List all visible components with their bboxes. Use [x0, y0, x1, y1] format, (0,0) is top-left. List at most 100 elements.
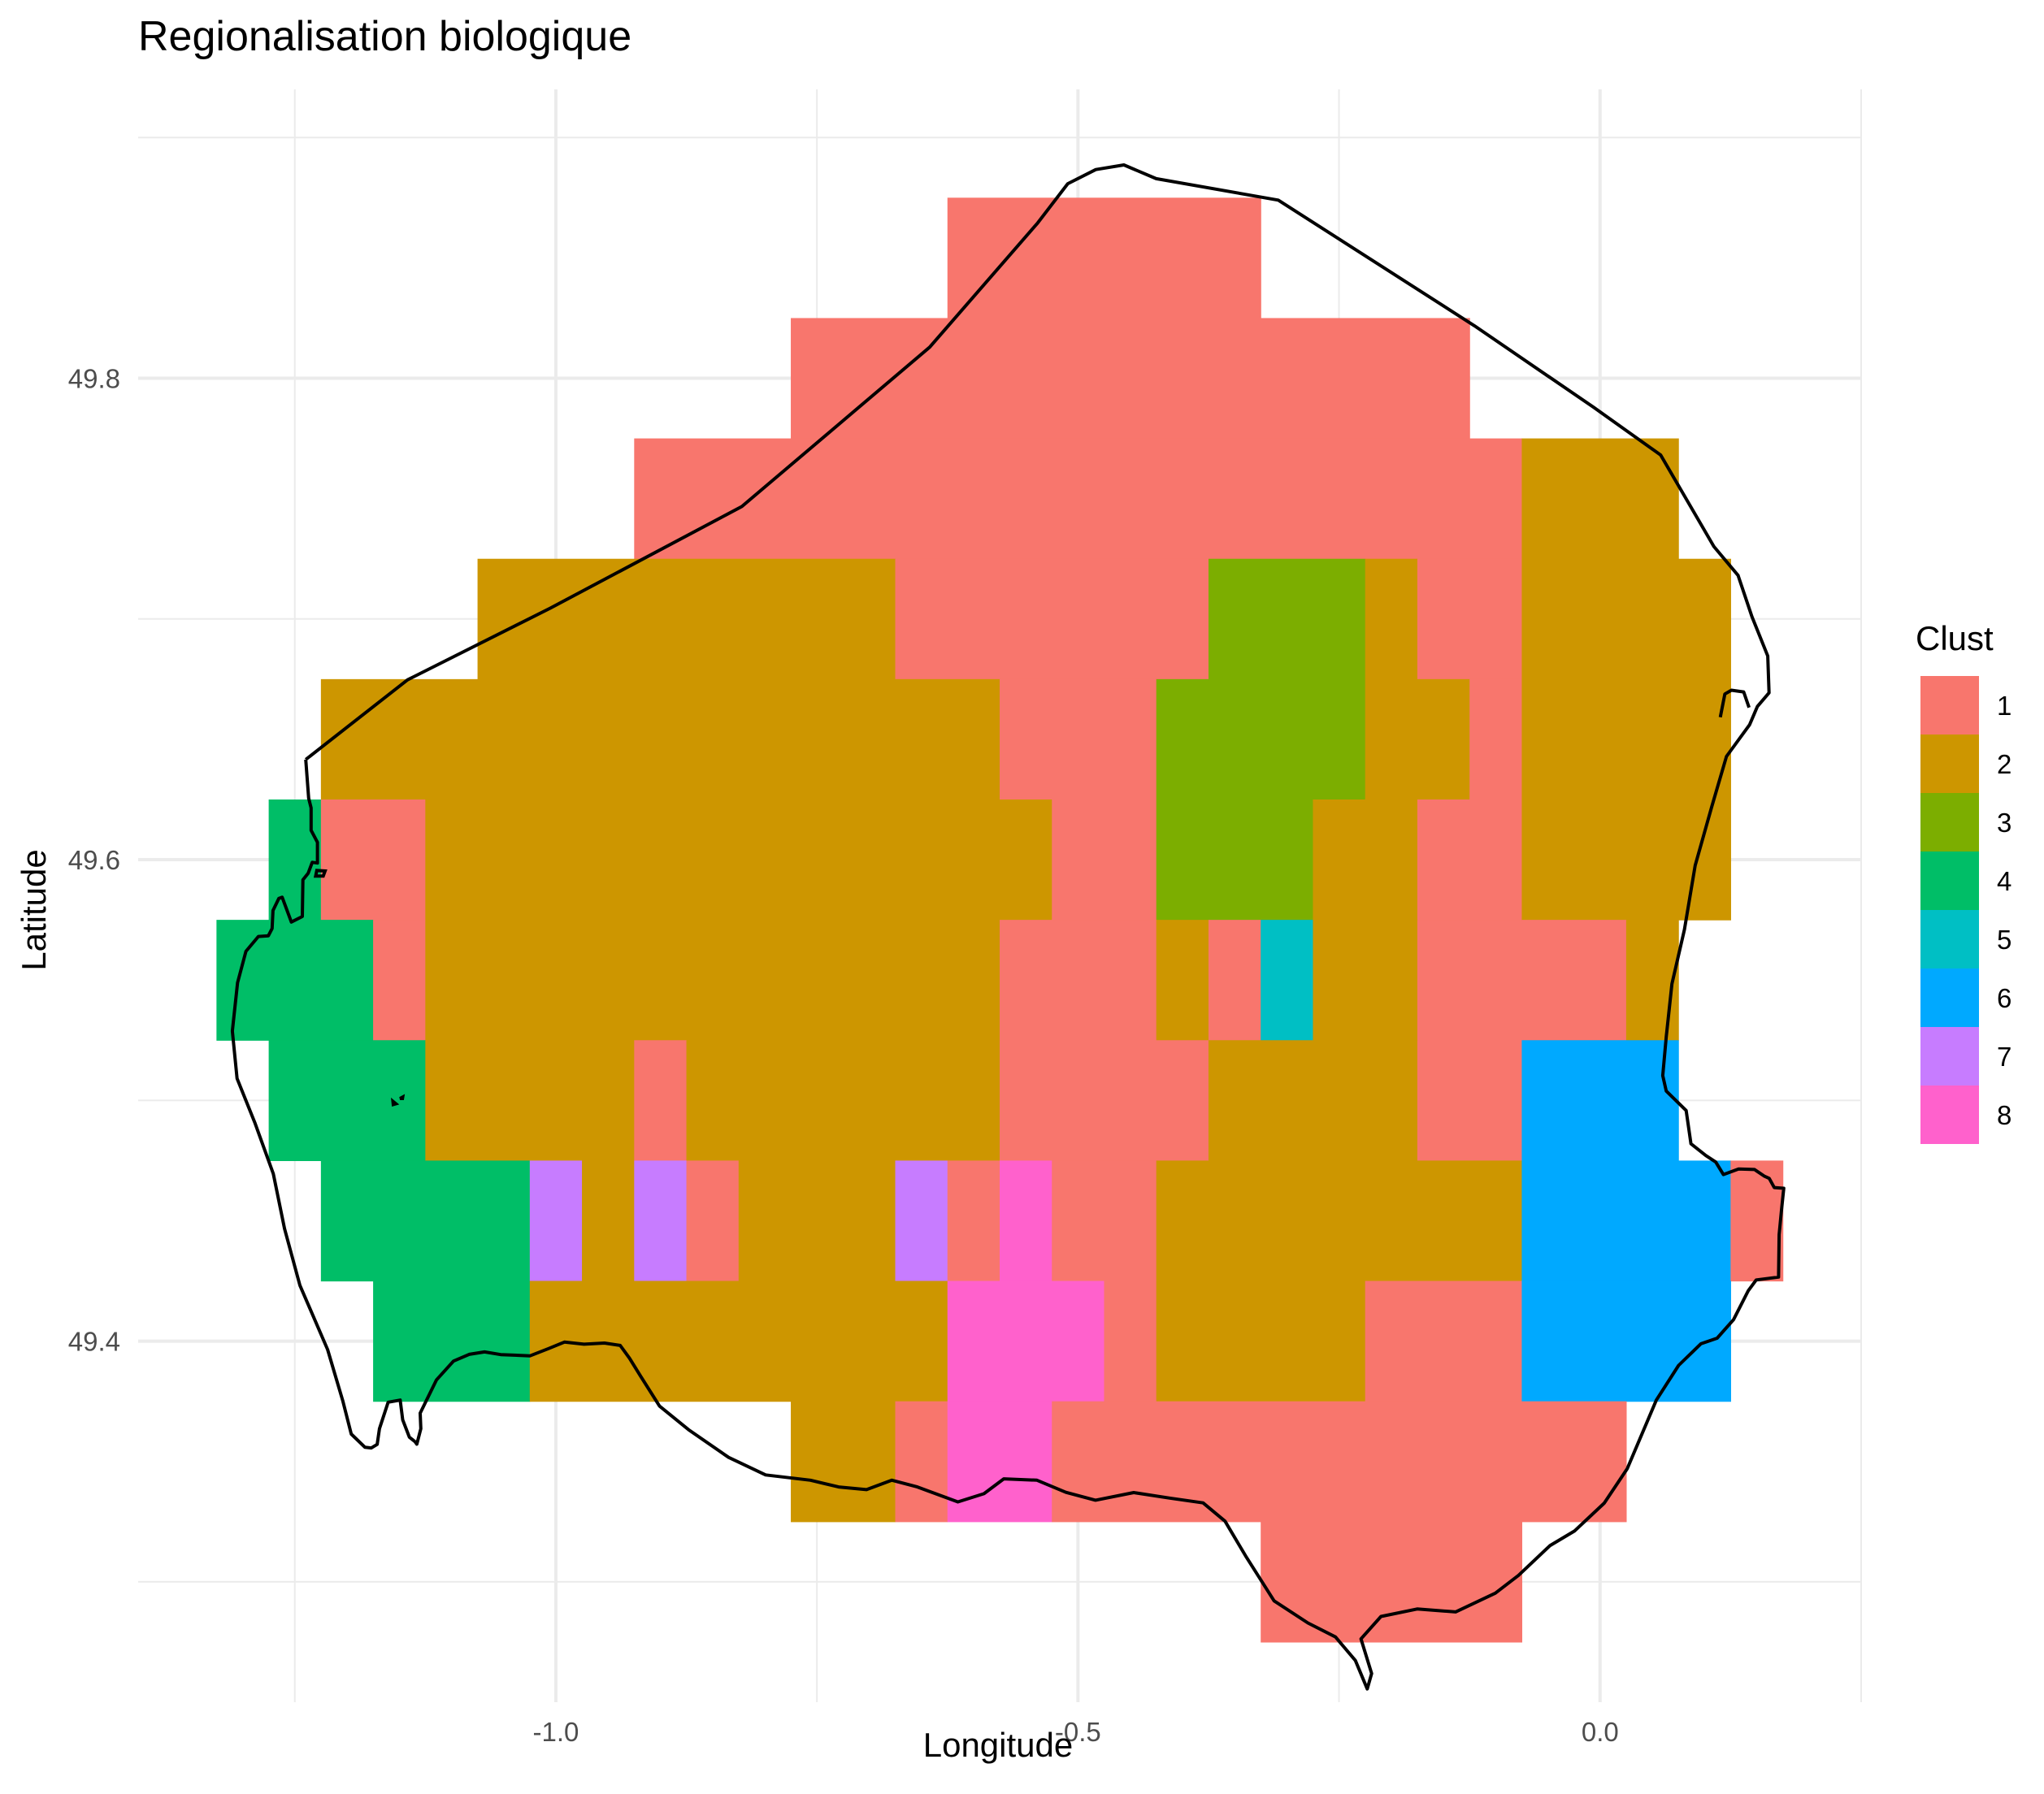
x-axis-ticks: -1.0 -0.5 0.0	[533, 1717, 1619, 1747]
cluster-1-cell	[895, 558, 1209, 680]
coastline-detail-path	[1718, 688, 1751, 718]
cluster-2-cell	[1365, 558, 1418, 680]
cluster-2-cell	[425, 1040, 635, 1161]
cluster-1-cell	[1365, 1280, 1523, 1402]
cluster-4-cell	[373, 1280, 531, 1402]
cluster-2-cell	[582, 1160, 635, 1282]
cluster-2-cell	[477, 558, 896, 680]
legend-label-5: 5	[1997, 925, 2011, 955]
cluster-1-cell	[947, 1160, 1000, 1282]
island-outline	[391, 1097, 400, 1107]
legend-label-1: 1	[1997, 691, 2011, 721]
cluster-2-cell	[1313, 799, 1418, 921]
cluster-3-cell	[1208, 558, 1366, 680]
cluster-1-cell	[1208, 920, 1261, 1041]
legend-label-4: 4	[1997, 866, 2011, 896]
cluster-4-cell	[320, 1160, 531, 1282]
cluster-2-cell	[1521, 438, 1679, 560]
x-axis-title: Longitude	[923, 1726, 1074, 1764]
cluster-1-cell	[686, 1160, 740, 1282]
x-tick-label: 0.0	[1582, 1717, 1619, 1747]
cluster-1-cell	[1469, 678, 1523, 800]
legend-title: Clust	[1916, 619, 1994, 657]
cluster-2-cell	[738, 1160, 896, 1282]
cluster-2-cell	[320, 678, 1000, 800]
cluster-4-cell	[216, 920, 374, 1041]
cluster-6-cell	[1521, 1040, 1679, 1161]
cluster-cells	[216, 197, 1784, 1643]
legend-key-7	[1920, 1027, 1979, 1086]
cluster-3-cell	[1156, 678, 1366, 800]
y-tick-label: 49.8	[68, 364, 120, 394]
cluster-1-cell	[1417, 920, 1627, 1041]
island-outline	[313, 869, 328, 878]
cluster-8-cell	[947, 1401, 1052, 1523]
cluster-2-cell	[1521, 799, 1731, 921]
coastline-outline	[230, 163, 1786, 1691]
cluster-2-cell	[1208, 1040, 1418, 1161]
legend-key-2	[1920, 734, 1979, 793]
cluster-1-cell	[634, 1040, 688, 1161]
legend-key-5	[1920, 910, 1979, 968]
x-tick-label: -1.0	[533, 1717, 579, 1747]
legend-key-1	[1920, 676, 1979, 734]
cluster-1-cell	[947, 197, 1261, 319]
cluster-2-cell	[1156, 1160, 1523, 1282]
legend-label-6: 6	[1997, 983, 2011, 1013]
cluster-2-cell	[1521, 558, 1731, 680]
cluster-6-cell	[1521, 1160, 1731, 1282]
legend-label-3: 3	[1997, 808, 2011, 838]
legend: Clust 1 2 3 4 5 6 7 8	[1916, 619, 2011, 1144]
cluster-2-cell	[1156, 1280, 1366, 1402]
cluster-2-cell	[1521, 678, 1731, 800]
x-tick-label: -0.5	[1055, 1717, 1101, 1747]
cluster-1-cell	[791, 318, 1470, 440]
legend-key-3	[1920, 793, 1979, 852]
coastline-path	[230, 163, 1786, 1691]
cluster-6-cell	[1521, 1280, 1731, 1402]
cluster-7-cell	[634, 1160, 688, 1282]
cluster-1-cell	[1000, 1040, 1209, 1161]
legend-label-8: 8	[1997, 1100, 2011, 1130]
cluster-1-cell	[320, 799, 426, 921]
y-tick-label: 49.6	[68, 845, 120, 875]
cluster-8-cell	[1000, 1160, 1052, 1282]
y-tick-label: 49.4	[68, 1327, 120, 1357]
cluster-1-cell	[1730, 1160, 1784, 1282]
cluster-4-cell	[268, 1040, 426, 1161]
cluster-2-cell	[1365, 678, 1470, 800]
cluster-8-cell	[947, 1280, 1105, 1402]
cluster-2-cell	[1156, 920, 1209, 1041]
legend-key-8	[1920, 1086, 1979, 1144]
cluster-5-cell	[1261, 920, 1314, 1041]
island-outline	[399, 1094, 406, 1100]
cluster-2-cell	[791, 1401, 896, 1523]
cluster-1-cell	[895, 1401, 948, 1523]
chart-title: Regionalisation biologique	[138, 13, 631, 60]
cluster-2-cell	[1313, 920, 1418, 1041]
cluster-1-cell	[1417, 1040, 1523, 1161]
cluster-1-cell	[1052, 799, 1157, 921]
y-axis-ticks: 49.4 49.6 49.8	[68, 364, 120, 1357]
cluster-2-cell	[425, 920, 1000, 1041]
legend-label-7: 7	[1997, 1042, 2011, 1072]
cluster-1-cell	[1417, 558, 1523, 680]
cluster-1-cell	[1417, 799, 1523, 921]
cluster-1-cell	[1000, 920, 1157, 1041]
legend-key-6	[1920, 968, 1979, 1027]
cluster-1-cell	[373, 920, 426, 1041]
y-axis-title: Latitude	[15, 849, 53, 970]
cluster-1-cell	[1104, 1280, 1157, 1402]
cluster-1-cell	[1000, 678, 1157, 800]
legend-key-4	[1920, 852, 1979, 910]
cluster-2-cell	[425, 799, 1052, 921]
legend-label-2: 2	[1997, 749, 2011, 779]
cluster-7-cell	[895, 1160, 948, 1282]
cluster-1-cell	[1052, 1401, 1627, 1523]
cluster-2-cell	[529, 1280, 948, 1402]
cluster-2-cell	[686, 1040, 1000, 1161]
cluster-3-cell	[1156, 799, 1314, 921]
cluster-1-cell	[1261, 1521, 1523, 1643]
cluster-7-cell	[529, 1160, 583, 1282]
